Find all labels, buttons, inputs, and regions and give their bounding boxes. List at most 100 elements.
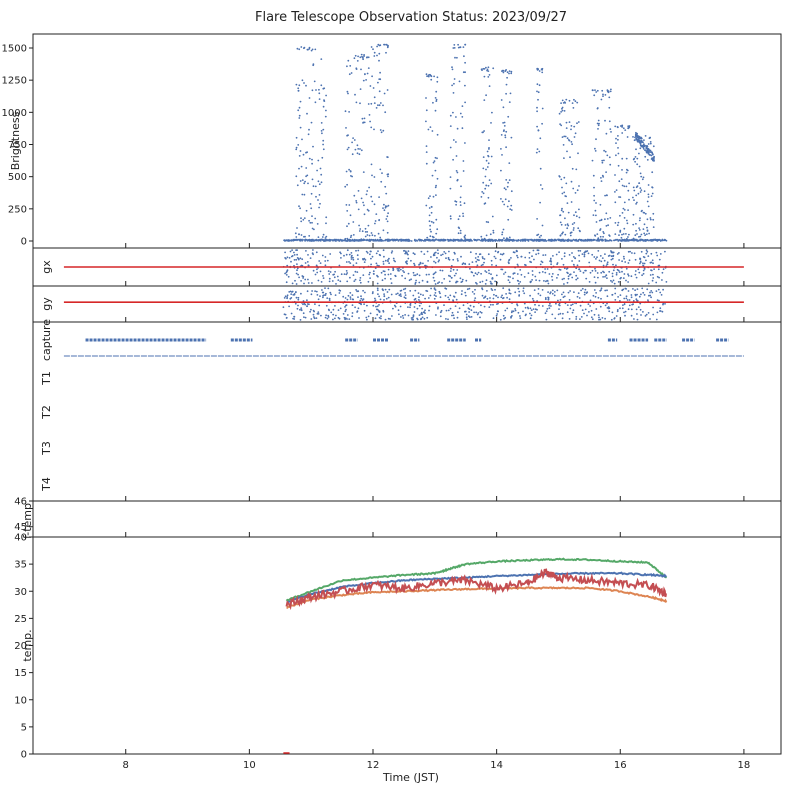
gy-point	[470, 316, 473, 318]
gx-point	[516, 273, 519, 275]
gy-point	[316, 294, 319, 296]
gx-point	[426, 250, 429, 253]
gy-point	[611, 294, 614, 296]
x-tick-label: 8	[123, 760, 129, 771]
brightness-point	[501, 69, 504, 72]
brightness-point	[295, 146, 298, 149]
gy-point	[559, 312, 562, 315]
brightness-point	[459, 196, 462, 199]
gy-point	[624, 287, 627, 290]
gy-point	[573, 291, 575, 293]
brightness-point	[368, 186, 370, 189]
brightness-point	[570, 201, 573, 203]
brightness-point	[602, 235, 604, 238]
gx-point	[391, 250, 394, 253]
brightness-point	[490, 122, 492, 124]
gx-point	[655, 281, 658, 284]
gy-point	[317, 311, 320, 313]
brightness-point	[444, 238, 446, 241]
gx-point	[293, 251, 295, 254]
brightness-point	[355, 68, 358, 70]
brightness-point	[621, 169, 623, 171]
brightness-point	[485, 66, 487, 69]
gy-point	[315, 317, 318, 319]
gy-point	[635, 308, 638, 311]
brightness-point	[332, 239, 334, 242]
brightness-point	[647, 152, 650, 155]
brightness-point	[637, 192, 640, 195]
gy-point	[514, 308, 516, 310]
gy-point	[506, 307, 509, 310]
brightness-point	[424, 240, 427, 242]
brightness-point	[570, 240, 573, 242]
gy-point	[291, 291, 293, 293]
gx-point	[528, 257, 531, 259]
gx-point	[528, 251, 531, 254]
brightness-point	[510, 72, 513, 75]
gy-point	[422, 311, 425, 314]
gy-point	[628, 299, 631, 301]
gy-point	[306, 305, 308, 307]
brightness-point	[346, 183, 348, 186]
brightness-point	[529, 238, 531, 241]
gy-point	[396, 292, 399, 295]
gx-point	[549, 257, 552, 260]
gx-point	[396, 268, 399, 270]
gx-point	[650, 252, 653, 255]
brightness-point	[609, 239, 612, 242]
brightness-point	[489, 240, 492, 242]
gx-point	[454, 252, 456, 255]
gy-point	[313, 317, 316, 320]
gx-point	[567, 275, 570, 278]
brightness-point	[648, 239, 651, 242]
brightness-point	[366, 208, 369, 211]
gx-point	[597, 250, 600, 252]
gy-point	[439, 315, 442, 318]
brightness-point	[607, 224, 609, 227]
gx-point	[407, 257, 410, 260]
brightness-point	[570, 125, 573, 127]
brightness-point	[320, 122, 323, 124]
brightness-point	[320, 130, 323, 132]
gx-point	[544, 271, 547, 274]
brightness-point	[455, 203, 457, 206]
gx-point	[576, 264, 579, 267]
brightness-point	[627, 189, 630, 192]
brightness-point	[367, 224, 370, 227]
gy-point	[630, 294, 633, 296]
brightness-point	[482, 192, 485, 195]
gy-point	[386, 291, 389, 293]
gy-point	[647, 299, 649, 301]
brightness-point	[386, 220, 389, 223]
brightness-point	[639, 217, 641, 220]
brightness-point	[640, 144, 642, 147]
brightness-point	[632, 213, 635, 216]
brightness-point	[566, 239, 568, 242]
brightness-point	[500, 239, 502, 242]
gy-point	[375, 305, 377, 308]
brightness-point	[636, 201, 638, 204]
brightness-point	[325, 216, 328, 219]
gx-point	[284, 257, 286, 259]
gy-y-label: gy	[40, 297, 53, 311]
gx-point	[643, 262, 646, 265]
brightness-point	[455, 116, 457, 118]
brightness-point	[487, 221, 490, 224]
gy-point	[428, 305, 431, 308]
brightness-point	[600, 219, 603, 222]
brightness-point	[378, 90, 381, 93]
gy-point	[558, 304, 561, 307]
gy-point	[454, 291, 457, 294]
gy-point	[619, 294, 622, 296]
gy-point	[626, 299, 629, 301]
brightness-y-tick-label: 0	[21, 237, 27, 248]
brightness-point	[302, 153, 305, 156]
gy-point	[337, 309, 340, 311]
gx-point	[556, 277, 558, 279]
gy-point	[534, 311, 536, 313]
brightness-point	[522, 239, 524, 242]
brightness-point	[324, 237, 327, 239]
gx-point	[437, 260, 440, 263]
gx-point	[634, 273, 637, 276]
gy-point	[356, 290, 358, 293]
